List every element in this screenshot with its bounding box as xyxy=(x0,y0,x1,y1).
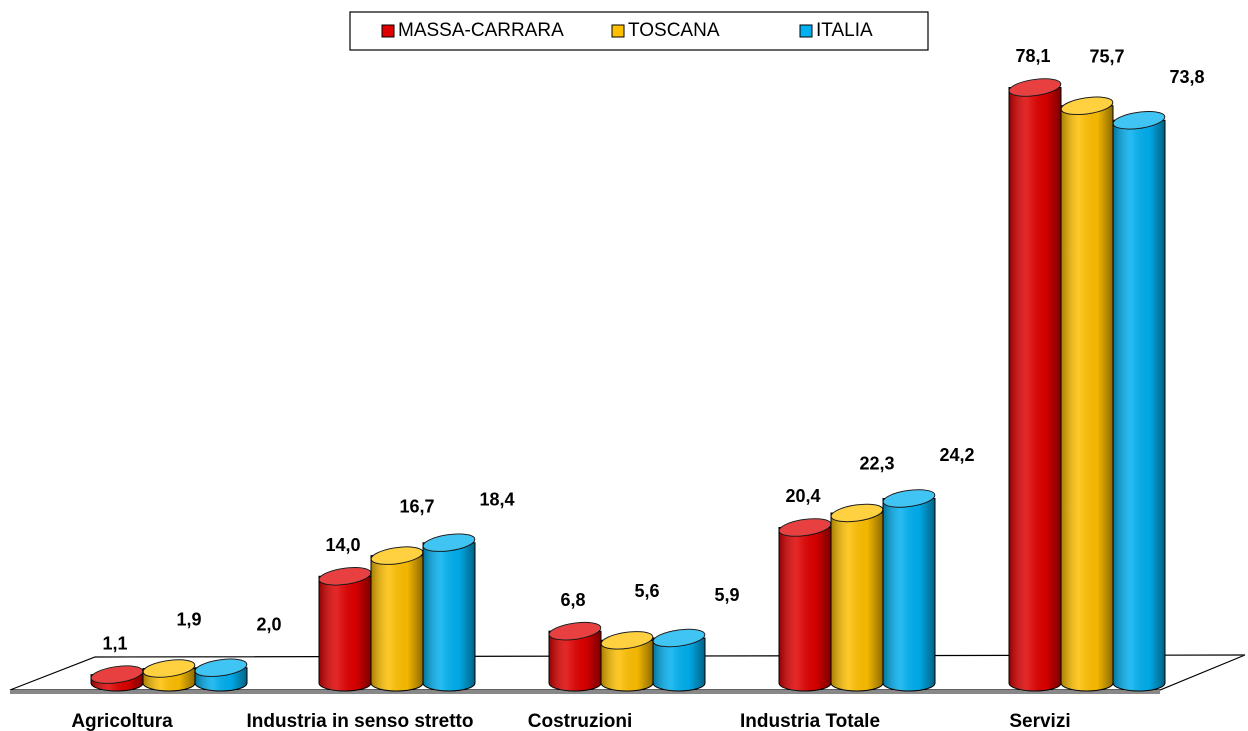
cylinder-top xyxy=(1112,111,1166,130)
cylinder-top-shine xyxy=(91,665,143,684)
cylinder-top-shine xyxy=(143,659,195,678)
value-label: 2,0 xyxy=(256,615,281,635)
cylinder-shade xyxy=(653,638,705,691)
cylinder-shade xyxy=(1009,87,1061,692)
cylinder-shade xyxy=(423,542,475,691)
cylinder-shade xyxy=(831,512,883,691)
legend: MASSA-CARRARA TOSCANA ITALIA xyxy=(381,20,873,41)
cylinder-shade xyxy=(549,631,601,691)
value-label: 5,6 xyxy=(634,581,659,601)
cylinder-shade xyxy=(371,555,423,691)
legend-swatch xyxy=(799,24,813,38)
cylinder-top-shine xyxy=(423,533,475,552)
cylinder-top xyxy=(1008,78,1062,97)
bars xyxy=(90,78,1166,692)
value-label: 16,7 xyxy=(399,496,434,516)
cylinder-shade xyxy=(1061,105,1113,692)
cylinder-top-shine xyxy=(195,659,247,677)
value-label: 14,0 xyxy=(325,535,360,555)
value-label: 1,1 xyxy=(102,633,127,653)
cylinder-shade xyxy=(779,527,831,691)
value-label: 1,9 xyxy=(176,609,201,629)
x-tick-label: Industria Totale xyxy=(740,711,880,731)
x-tick-label: Agricoltura xyxy=(71,711,173,731)
legend-label: TOSCANA xyxy=(628,20,720,41)
legend-box xyxy=(349,11,929,51)
value-label: 78,1 xyxy=(1015,46,1050,66)
value-label: 18,4 xyxy=(479,489,514,509)
cylinder-top-shine xyxy=(883,489,935,508)
cylinder-top xyxy=(1060,96,1114,115)
cylinder-top-shine xyxy=(831,504,883,522)
legend-label: MASSA-CARRARA xyxy=(398,20,564,41)
legend-label: ITALIA xyxy=(816,20,873,41)
value-label: 75,7 xyxy=(1089,47,1124,67)
x-tick-label: Servizi xyxy=(1009,711,1070,731)
cylinder-top-shine xyxy=(779,518,831,537)
cylinder-top-shine xyxy=(653,629,705,647)
cylinder-top xyxy=(142,659,196,678)
cylinder-shade xyxy=(319,576,371,691)
cylinder-shade xyxy=(883,498,935,691)
cylinder-top-shine xyxy=(319,567,371,585)
value-label: 5,9 xyxy=(714,585,739,605)
cylinder-shade xyxy=(1113,120,1165,691)
cylinder-top-shine xyxy=(371,546,423,565)
x-tick-label: Industria in senso stretto xyxy=(247,711,474,731)
value-label: 22,3 xyxy=(859,454,894,474)
cylinder-top-shine xyxy=(1061,97,1113,115)
cylinder-top-shine xyxy=(1113,111,1165,129)
x-tick-label: Costruzioni xyxy=(528,711,633,731)
value-label: 6,8 xyxy=(560,590,585,610)
cylinder-top xyxy=(422,533,476,552)
legend-swatch xyxy=(611,24,625,38)
floor-edge xyxy=(10,690,1160,694)
cylinder-shade xyxy=(601,640,653,691)
value-label: 20,4 xyxy=(785,486,820,506)
cylinder-top-shine xyxy=(601,631,653,650)
cylinder-top-shine xyxy=(549,622,601,640)
cylinder-top xyxy=(882,489,936,508)
legend-swatch xyxy=(381,24,395,38)
cylinder-top-shine xyxy=(1009,78,1061,97)
value-label: 73,8 xyxy=(1169,67,1204,87)
cylinder-top xyxy=(600,631,654,650)
cylinder-top xyxy=(652,628,706,648)
cylinder-top xyxy=(548,621,602,641)
value-label: 24,2 xyxy=(939,445,974,465)
cylinder-top xyxy=(194,658,248,677)
